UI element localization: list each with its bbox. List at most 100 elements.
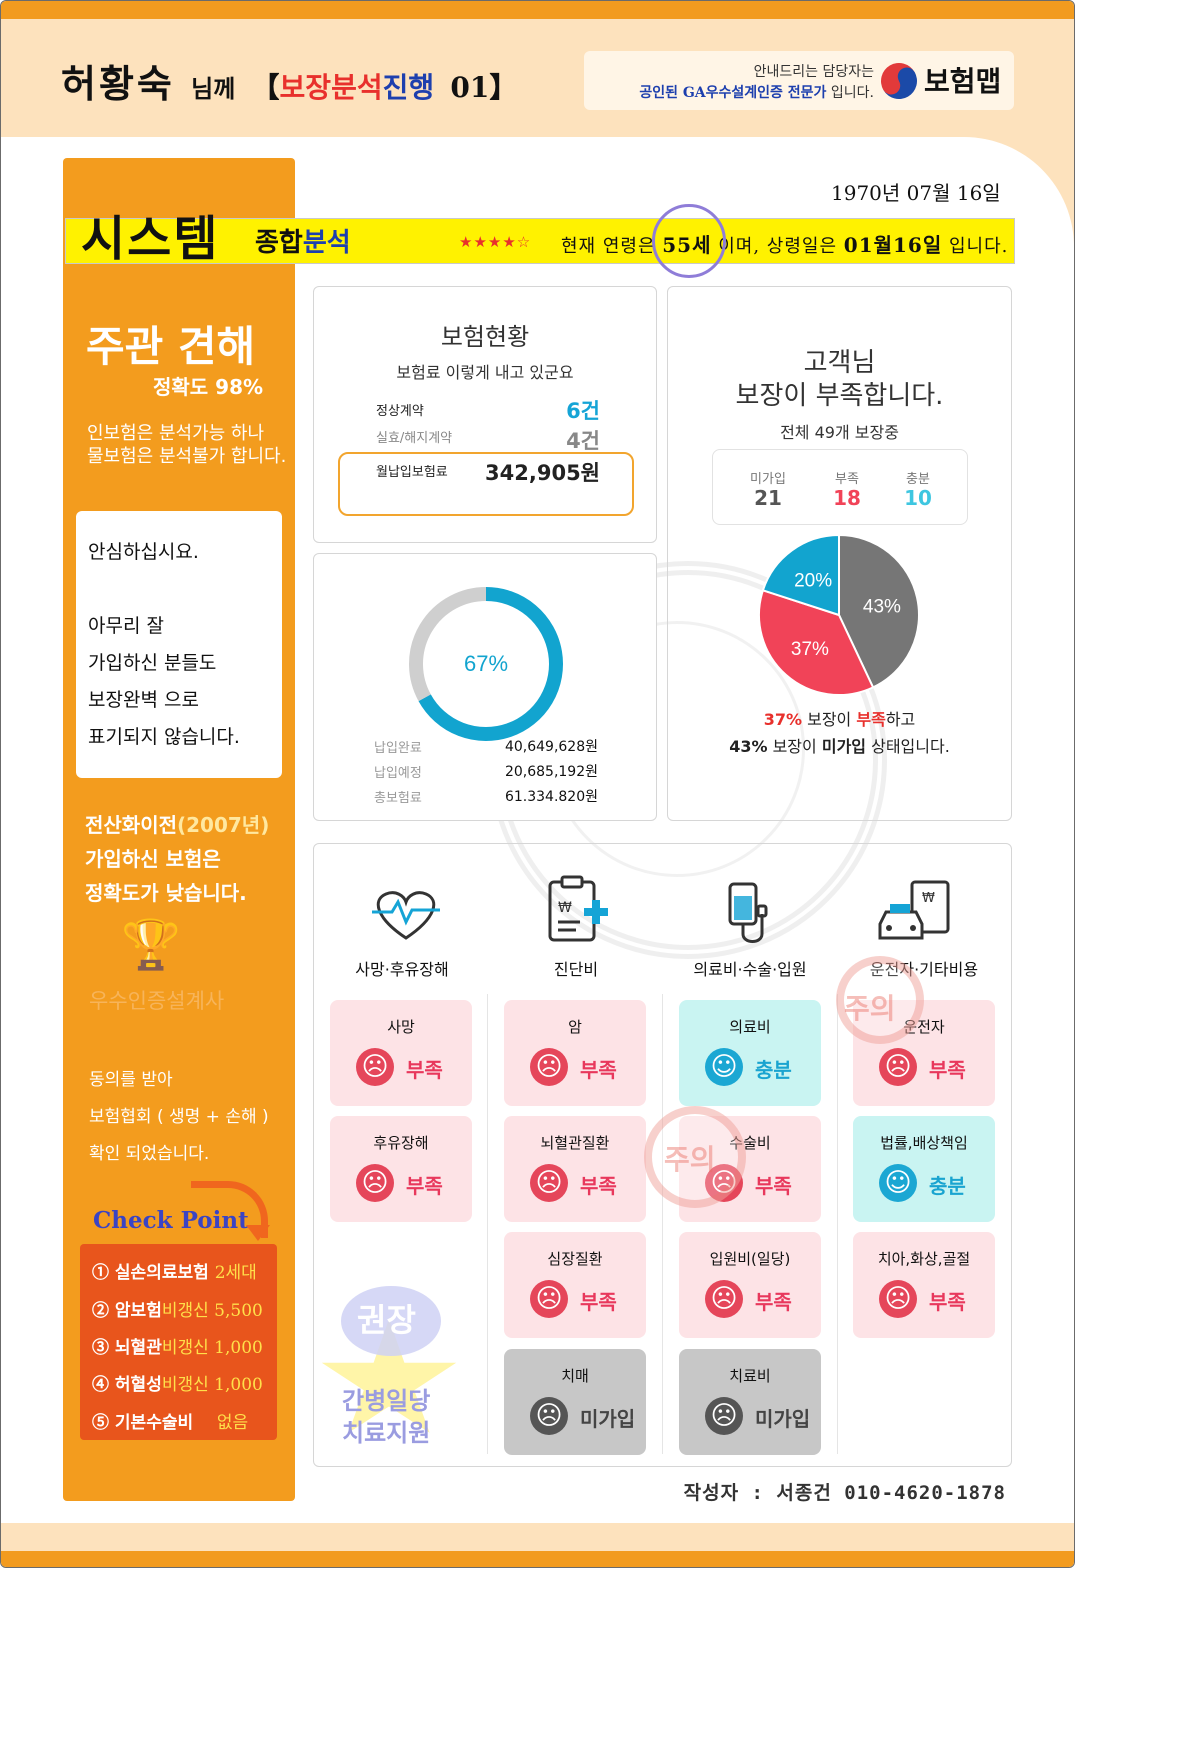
brand-name: 보험맵 bbox=[924, 65, 1002, 98]
caption1-mid: 보장이 bbox=[802, 710, 857, 729]
sad-face-icon: ☹ bbox=[530, 1048, 568, 1086]
coverage-tile-cerebrovascular[interactable]: 뇌혈관질환 ☹ 부족 bbox=[504, 1116, 646, 1222]
category-label: 사망·후유장해 bbox=[355, 960, 449, 979]
agent-info-box: 안내드리는 담당자는 공인된 GA우수설계인증 전문가 입니다. 보험맵 bbox=[584, 51, 1014, 110]
coverage-tile-medical[interactable]: 의료비 ☺ 충분 bbox=[679, 1000, 821, 1106]
checkpoint-label: ④ 허혈성 bbox=[92, 1375, 162, 1395]
coverage-pie-chart: 43% 37% 20% bbox=[758, 533, 920, 696]
smile-face-icon: ☺ bbox=[879, 1164, 917, 1202]
pie-caption-1: 37% 보장이 부족하고 bbox=[668, 706, 1011, 730]
paid-label: 납입완료 bbox=[374, 741, 422, 756]
tile-status: 부족 bbox=[580, 1058, 617, 1082]
arrow-head-icon bbox=[246, 1225, 270, 1241]
coverage-tile-hospital[interactable]: 입원비(일당) ☹ 부족 bbox=[679, 1232, 821, 1338]
svg-text:₩: ₩ bbox=[558, 900, 572, 916]
checkpoint-item: ③ 뇌혈관비갱신 1,000 bbox=[92, 1333, 263, 1358]
report-mid: 진행 bbox=[382, 71, 435, 104]
reassure-box: 안심하십시요. 아무리 잘 가입하신 분들도 보장완벽 으로 표기되지 않습니다… bbox=[76, 511, 282, 778]
tile-status: 부족 bbox=[755, 1174, 792, 1198]
age-statement: 현재 연령은 55세 이며, 상령일은 01월16일 입니다. bbox=[561, 229, 1008, 258]
coverage-tile-liability[interactable]: 법률,배상책임 ☺ 충분 bbox=[853, 1116, 995, 1222]
pie-slices bbox=[758, 533, 920, 696]
sad-face-icon: ☹ bbox=[879, 1280, 917, 1318]
pie-labels: 43% 37% 20% bbox=[791, 570, 901, 660]
care-support-line-1: 간병일당 bbox=[342, 1387, 431, 1415]
frown-face-icon: ☹ bbox=[530, 1397, 568, 1435]
footer-band bbox=[1, 1523, 1074, 1553]
due-label: 납입예정 bbox=[374, 766, 422, 781]
analysis-note-2: 물보험은 분석불가 합니다. bbox=[87, 446, 287, 467]
caption2-word: 미가입 bbox=[821, 737, 867, 756]
checkpoint-label: ② 암보험 bbox=[92, 1301, 162, 1321]
insurance-status-title: 보험현황 bbox=[440, 323, 530, 351]
caption1-end: 하고 bbox=[885, 710, 916, 729]
sad-face-icon: ☹ bbox=[356, 1048, 394, 1086]
pie-slice-label: 37% bbox=[791, 639, 829, 660]
caption2-end: 상태입니다. bbox=[866, 737, 950, 756]
tile-status: 부족 bbox=[580, 1290, 617, 1314]
tile-title: 치료비 bbox=[729, 1367, 771, 1385]
agent-line2: 공인된 GA우수설계인증 전문가 입니다. bbox=[639, 82, 874, 102]
due-value: 20,685,192원 bbox=[504, 764, 598, 780]
tile-title: 암 bbox=[568, 1018, 582, 1036]
not-enrolled-label: 미가입 bbox=[750, 472, 786, 487]
pie-caption-2: 43% 보장이 미가입 상태입니다. bbox=[668, 733, 1011, 757]
coverage-subtitle: 전체 49개 보장중 bbox=[780, 423, 899, 442]
era-line-2: 가입하신 보험은 bbox=[85, 847, 221, 871]
tile-status: 미가입 bbox=[580, 1407, 636, 1431]
iv-drip-icon bbox=[728, 882, 768, 943]
coverage-title: 고객님 보장이 부족합니다. bbox=[668, 347, 1011, 413]
tile-title: 법률,배상책임 bbox=[880, 1134, 968, 1152]
caution-stamp-text: 주의 bbox=[844, 992, 896, 1025]
report-prefix: 보장분석 bbox=[279, 71, 383, 104]
coverage-tile-dementia[interactable]: 치매 ☹ 미가입 bbox=[504, 1349, 646, 1455]
coverage-tile-dental-burn-fracture[interactable]: 치아,화상,골절 ☹ 부족 bbox=[853, 1232, 995, 1338]
agent-credential: 공인된 GA우수설계인증 전문가 bbox=[639, 85, 827, 101]
age-prefix: 현재 연령은 bbox=[561, 236, 656, 257]
tile-title: 사망 bbox=[387, 1018, 415, 1036]
lapsed-contract-label: 실효/해지계약 bbox=[376, 431, 453, 446]
era-line-1: 전산화이전(2007년) bbox=[85, 809, 269, 838]
tile-status: 부족 bbox=[929, 1058, 966, 1082]
caption2-mid: 보장이 bbox=[767, 737, 822, 756]
coverage-tile-death[interactable]: 사망 ☹ 부족 bbox=[330, 1000, 472, 1106]
top-strip bbox=[1, 1, 1074, 19]
category-label: 의료비·수술·입원 bbox=[693, 960, 807, 979]
coverage-detail-card: ₩ ₩ 사망·후유장해 진단비 의료비·수술·입원 운전자·기타비용 사망 bbox=[313, 843, 1012, 1467]
donut-segment bbox=[409, 587, 487, 702]
monthly-premium-value: 342,905원 bbox=[485, 461, 600, 485]
tile-title: 후유장해 bbox=[373, 1134, 429, 1152]
caution-stamp bbox=[836, 956, 924, 1044]
pie-slice bbox=[761, 533, 840, 617]
coverage-tile-treatment[interactable]: 치료비 ☹ 미가입 bbox=[679, 1349, 821, 1455]
donut-slices bbox=[409, 587, 563, 741]
coverage-tile-heart[interactable]: 심장질환 ☹ 부족 bbox=[504, 1232, 646, 1338]
coverage-tile-disability[interactable]: 후유장해 ☹ 부족 bbox=[330, 1116, 472, 1222]
payment-donut-chart: 67% bbox=[409, 587, 563, 741]
tile-title: 심장질환 bbox=[547, 1250, 603, 1268]
anniversary-date: 01월16일 bbox=[843, 233, 943, 257]
total-value: 61.334.820원 bbox=[504, 789, 598, 805]
customer-name: 허황숙 bbox=[61, 61, 175, 106]
reassure-line: 보장완벽 으로 bbox=[88, 689, 199, 711]
bottom-strip bbox=[1, 1551, 1074, 1567]
donut-percent-label: 67% bbox=[464, 651, 508, 676]
column-divider bbox=[837, 994, 838, 1454]
pie-slice bbox=[838, 533, 920, 689]
checkpoint-item: ① 실손의료보험 2세대 bbox=[92, 1258, 257, 1283]
checkpoint-item: ② 암보험비갱신 5,500 bbox=[92, 1296, 263, 1321]
author-contact: 작성자 : 서종건 010-4620-1878 bbox=[683, 1482, 1006, 1504]
consent-line: 보험협회 ( 생명 + 손해 ) bbox=[89, 1107, 269, 1127]
coverage-title-line2: 보장이 부족합니다. bbox=[735, 381, 944, 411]
checkpoint-label: ⑤ 기본수술비 bbox=[92, 1413, 194, 1433]
recommend-stamp-text: 권장 bbox=[357, 1301, 416, 1339]
clipboard-medical-icon: ₩ bbox=[548, 875, 608, 942]
payment-card: 67% 납입완료 40,649,628원 납입예정 20,685,192원 총보… bbox=[313, 553, 657, 821]
total-label: 총보험료 bbox=[374, 791, 422, 806]
lapsed-contract-value: 4건 bbox=[566, 429, 600, 453]
coverage-tile-cancer[interactable]: 암 ☹ 부족 bbox=[504, 1000, 646, 1106]
checkpoint-label: ③ 뇌혈관 bbox=[92, 1338, 162, 1358]
tile-status: 부족 bbox=[580, 1174, 617, 1198]
report-date: 1970년 07월 16일 bbox=[831, 181, 1001, 205]
system-banner bbox=[65, 218, 1015, 264]
